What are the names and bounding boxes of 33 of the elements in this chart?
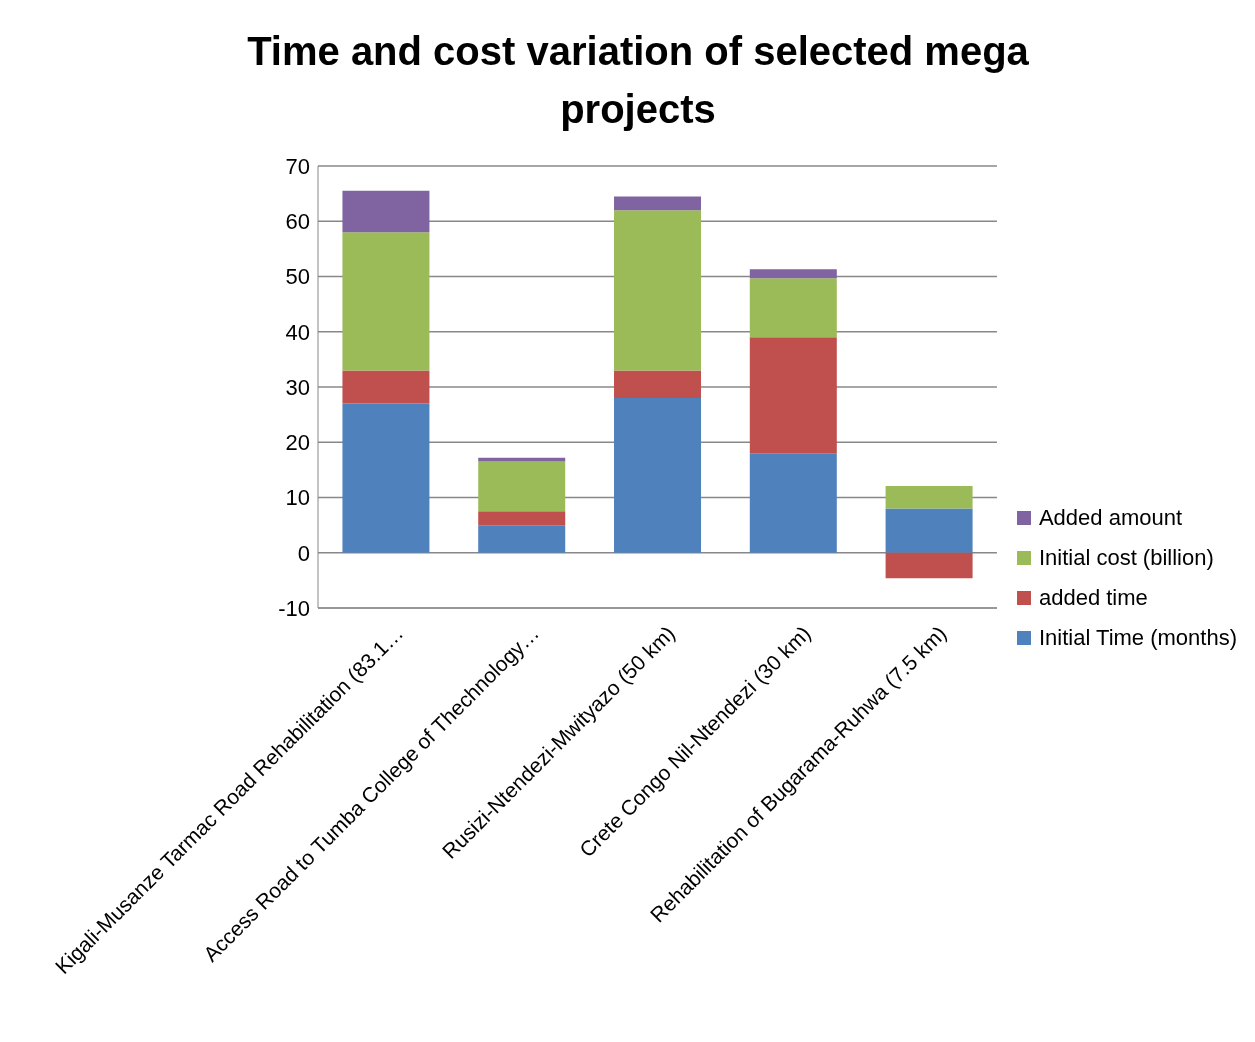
bar — [614, 398, 702, 553]
bar — [614, 370, 702, 399]
y-tick-label: 60 — [285, 209, 310, 235]
legend-label: Initial Time (months) — [1038, 625, 1237, 651]
bar — [614, 196, 702, 211]
y-tick-label: 40 — [285, 319, 310, 345]
bar — [749, 453, 837, 553]
bar — [749, 278, 837, 338]
bar — [478, 525, 566, 553]
y-tick-label: 0 — [297, 540, 310, 566]
bar — [342, 232, 430, 371]
y-tick-label: 10 — [285, 485, 310, 511]
y-tick-label: 50 — [285, 264, 310, 290]
y-tick-label: -10 — [278, 595, 310, 621]
bar — [614, 210, 702, 371]
bar — [885, 552, 973, 579]
chart-title: Time and cost variation of selected mega projects — [246, 28, 1030, 133]
bar — [478, 511, 566, 526]
bar — [342, 190, 430, 233]
legend-label: Added amount — [1038, 505, 1183, 531]
bar — [342, 403, 430, 553]
legend-label: Initial cost (billion) — [1038, 545, 1214, 571]
y-tick-label: 70 — [285, 153, 310, 179]
bar — [342, 370, 430, 404]
bar — [478, 461, 566, 512]
bar — [885, 508, 973, 553]
bar — [478, 457, 566, 462]
bar — [749, 269, 837, 279]
bar — [749, 337, 837, 454]
legend-label: added time — [1038, 585, 1148, 611]
bar — [885, 485, 973, 509]
y-tick-label: 30 — [285, 374, 310, 400]
y-tick-label: 20 — [285, 430, 310, 456]
